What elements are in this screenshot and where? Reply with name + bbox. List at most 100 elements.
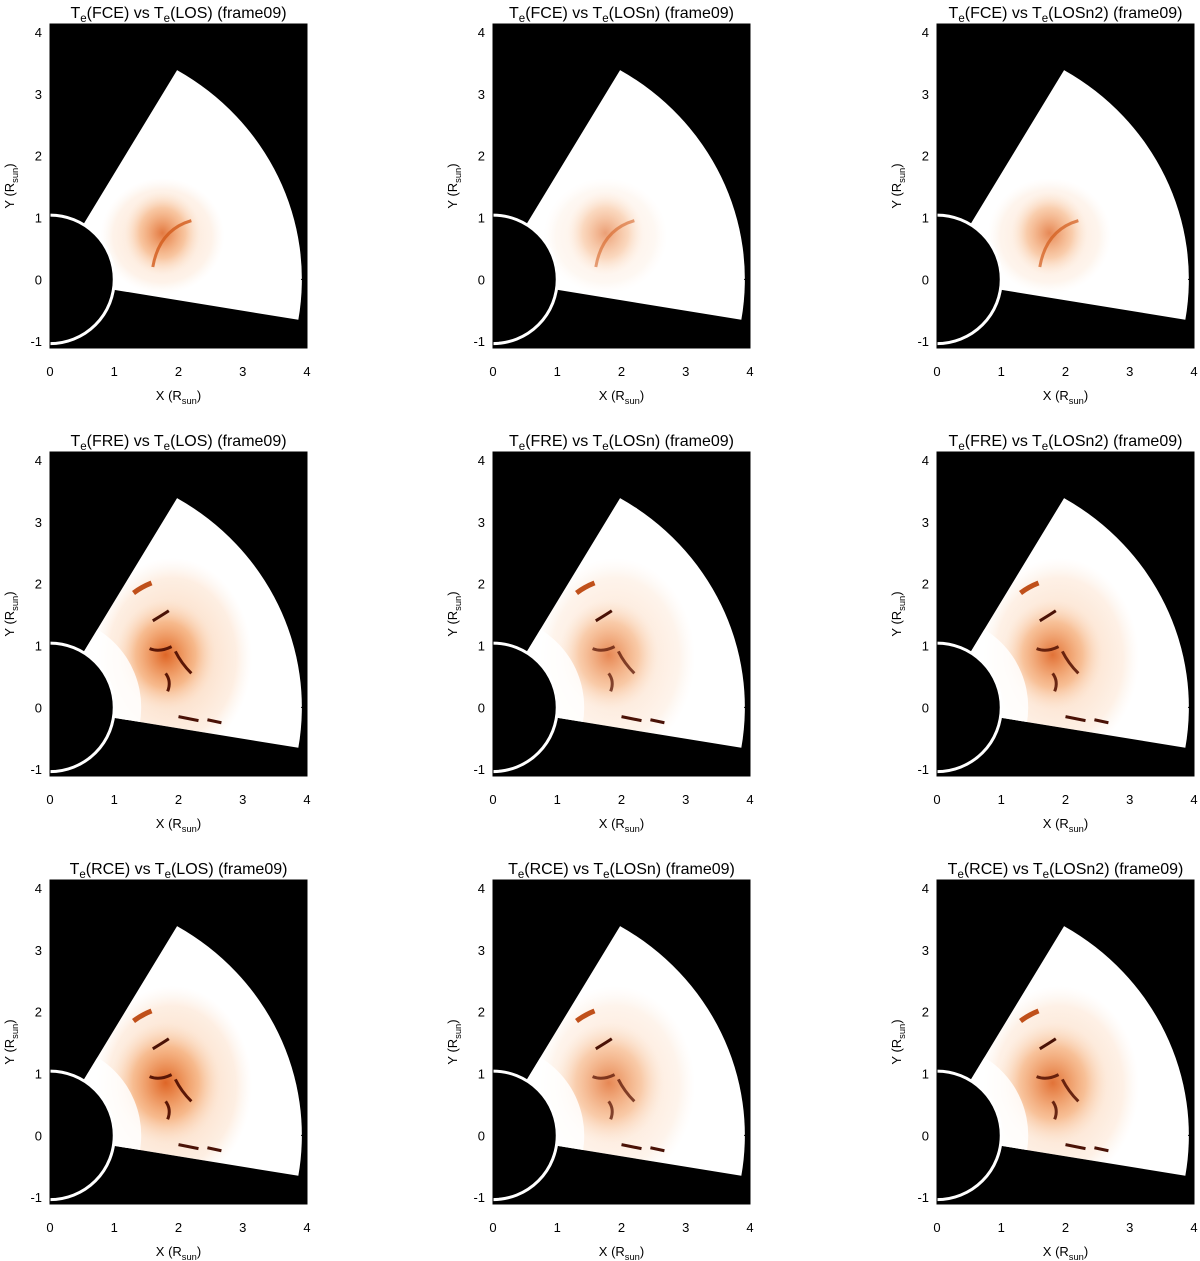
x-tick-label: 3	[239, 792, 246, 807]
text-part: (RCE) vs T	[524, 861, 603, 878]
y-tick-label: 2	[478, 1005, 485, 1020]
x-tick-label: 3	[682, 1220, 689, 1235]
x-tick-label: 1	[111, 1220, 118, 1235]
x-tick-label: 0	[46, 364, 53, 379]
x-tick-label: 2	[1062, 792, 1069, 807]
x-tick-label: 4	[746, 1220, 753, 1235]
text-part: X (R	[1043, 816, 1069, 831]
text-part: X (R	[1043, 388, 1069, 403]
x-tick-label: 4	[303, 792, 310, 807]
y-tick-label: -1	[917, 762, 929, 777]
y-tick-label: 4	[35, 25, 42, 40]
subscript: e	[1042, 441, 1048, 453]
subscript: sun	[182, 1252, 197, 1261]
y-tick-label: 3	[922, 515, 929, 530]
structure	[595, 609, 613, 623]
y-tick-label: 4	[922, 453, 929, 468]
subscript: sun	[897, 168, 907, 183]
x-tick-label: 0	[489, 792, 496, 807]
y-tick-label: 0	[922, 700, 929, 715]
x-tick-label: 2	[618, 364, 625, 379]
text-part: T	[949, 5, 959, 22]
chart-title: Te(FRE) vs Te(LOSn2) (frame09)	[949, 433, 1183, 453]
text-part: )	[2, 591, 17, 595]
x-tick-label: 3	[682, 364, 689, 379]
structure	[149, 1073, 193, 1120]
text-part: )	[1084, 1244, 1088, 1259]
text-part: T	[509, 433, 519, 450]
subscript: sun	[625, 1252, 640, 1261]
x-axis-label: X (Rsun)	[599, 388, 644, 406]
subscript: e	[518, 869, 524, 881]
y-tick-label: 0	[35, 272, 42, 287]
y-tick-label: 4	[478, 881, 485, 896]
subscript: sun	[182, 824, 197, 834]
text-part: )	[1084, 388, 1088, 403]
structure	[1039, 1037, 1057, 1051]
subscript: sun	[1069, 396, 1084, 406]
text-part: T	[70, 5, 80, 22]
text-part: (LOSn2) (frame09)	[1048, 5, 1182, 22]
text-part: )	[445, 163, 460, 167]
text-part: X (R	[599, 388, 625, 403]
sun-disk	[493, 213, 559, 346]
sun-disk	[50, 641, 116, 774]
x-tick-label: 3	[239, 1220, 246, 1235]
text-part: T	[70, 433, 80, 450]
text-part: )	[445, 591, 460, 595]
structure	[152, 609, 170, 623]
y-tick-label: -1	[30, 1190, 42, 1205]
text-part: X (R	[156, 816, 182, 831]
y-tick-label: 0	[478, 1128, 485, 1143]
structure	[178, 1143, 222, 1153]
chart-title: Te(FCE) vs Te(LOSn2) (frame09)	[949, 5, 1183, 25]
chart-title: Te(RCE) vs Te(LOSn) (frame09)	[508, 861, 735, 881]
x-tick-label: 3	[682, 792, 689, 807]
subscript: sun	[453, 168, 463, 183]
x-tick-label: 3	[1126, 1220, 1133, 1235]
subscript: sun	[453, 1024, 463, 1039]
x-axis-label: X (Rsun)	[1043, 816, 1088, 834]
subscript: e	[164, 441, 170, 453]
y-tick-label: 2	[922, 577, 929, 592]
structure	[558, 599, 659, 710]
sun-disk	[50, 1069, 116, 1202]
y-tick-label: -1	[30, 762, 42, 777]
y-tick-label: -1	[473, 334, 485, 349]
x-axis-label: X (Rsun)	[599, 816, 644, 834]
x-tick-label: 1	[111, 792, 118, 807]
x-tick-label: 0	[933, 792, 940, 807]
y-tick-label: 0	[478, 272, 485, 287]
y-tick-label: 3	[922, 87, 929, 102]
text-part: (RCE) vs T	[86, 861, 165, 878]
y-tick-label: 2	[922, 149, 929, 164]
text-part: )	[640, 1244, 644, 1259]
temperature-map	[543, 178, 668, 295]
subscript: e	[164, 13, 170, 25]
text-part: X (R	[156, 388, 182, 403]
y-axis-label: Y (Rsun)	[445, 163, 463, 208]
y-axis-label: Y (Rsun)	[889, 1019, 907, 1064]
x-tick-label: 1	[998, 1220, 1005, 1235]
chart-title: Te(FCE) vs Te(LOS) (frame09)	[70, 5, 286, 25]
x-tick-label: 3	[1126, 792, 1133, 807]
text-part: (FRE) vs T	[87, 433, 164, 450]
y-tick-label: -1	[30, 334, 42, 349]
text-part: (LOS) (frame09)	[170, 5, 286, 22]
chart-title: Te(FRE) vs Te(LOSn) (frame09)	[509, 433, 734, 453]
x-tick-label: 1	[554, 792, 561, 807]
y-tick-label: 4	[922, 25, 929, 40]
structure	[621, 715, 665, 725]
text-part: )	[640, 816, 644, 831]
y-tick-label: 2	[35, 1005, 42, 1020]
text-part: )	[889, 163, 904, 167]
subscript: sun	[625, 824, 640, 834]
x-tick-label: 2	[1062, 1220, 1069, 1235]
x-tick-label: 4	[1190, 1220, 1197, 1235]
text-part: (LOS) (frame09)	[170, 433, 286, 450]
structure	[115, 599, 216, 710]
